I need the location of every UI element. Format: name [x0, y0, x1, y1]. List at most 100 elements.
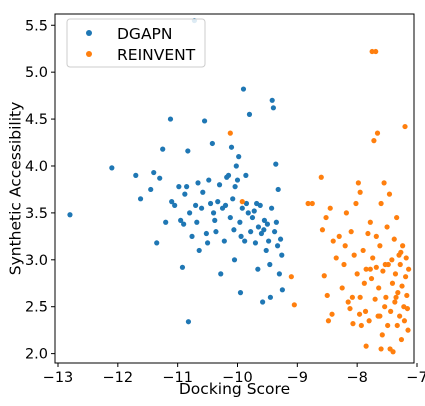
point-reinvent-72 — [397, 313, 403, 319]
point-reinvent-82 — [404, 292, 410, 299]
point-dgapn-94 — [279, 287, 285, 293]
point-dgapn-48 — [228, 144, 235, 150]
point-reinvent-27 — [354, 271, 360, 277]
point-reinvent-19 — [342, 243, 348, 249]
point-dgapn-90 — [275, 186, 281, 193]
legend-label-reinvent: REINVENT — [117, 46, 196, 64]
point-dgapn-66 — [248, 229, 254, 235]
point-reinvent-81 — [403, 255, 409, 261]
point-reinvent-35 — [363, 266, 369, 272]
point-dgapn-19 — [185, 148, 191, 154]
point-dgapn-44 — [222, 202, 229, 208]
point-reinvent-5 — [309, 200, 315, 207]
point-reinvent-39 — [368, 275, 375, 282]
point-dgapn-1 — [109, 165, 115, 171]
point-reinvent-93 — [382, 261, 388, 268]
point-dgapn-71 — [255, 266, 261, 272]
point-dgapn-18 — [184, 184, 190, 190]
point-reinvent-15 — [333, 255, 339, 261]
legend-label-dgapn: DGAPN — [117, 25, 173, 43]
point-reinvent-30 — [357, 189, 363, 195]
point-dgapn-73 — [257, 202, 263, 208]
point-dgapn-2 — [133, 172, 139, 178]
point-dgapn-14 — [178, 217, 184, 223]
point-reinvent-40 — [369, 48, 375, 55]
point-reinvent-68 — [394, 214, 400, 221]
point-dgapn-12 — [172, 202, 178, 208]
point-dgapn-6 — [154, 240, 160, 246]
point-dgapn-83 — [269, 205, 275, 211]
point-dgapn-28 — [198, 205, 205, 211]
point-reinvent-64 — [390, 349, 396, 355]
x-axis-label: Docking Score — [179, 380, 290, 398]
point-dgapn-88 — [273, 219, 279, 225]
point-dgapn-22 — [189, 233, 195, 239]
point-reinvent-34 — [362, 308, 369, 314]
x-tick-label: −8 — [346, 370, 367, 386]
point-reinvent-75 — [399, 283, 405, 289]
point-reinvent-95 — [398, 249, 404, 255]
point-dgapn-52 — [232, 184, 238, 190]
x-tick-label: −12 — [103, 370, 134, 386]
legend-box — [66, 18, 206, 68]
point-reinvent-0 — [227, 130, 233, 136]
point-dgapn-21 — [187, 210, 193, 216]
y-tick-label: 3.0 — [25, 253, 48, 269]
point-reinvent-70 — [395, 290, 401, 296]
point-dgapn-30 — [201, 118, 208, 124]
point-dgapn-59 — [239, 205, 245, 211]
point-reinvent-73 — [397, 261, 403, 268]
point-reinvent-22 — [347, 305, 353, 312]
point-reinvent-86 — [363, 343, 369, 349]
point-dgapn-68 — [251, 208, 257, 214]
point-dgapn-49 — [230, 196, 236, 202]
point-dgapn-10 — [167, 116, 174, 122]
point-reinvent-31 — [358, 322, 364, 329]
point-reinvent-56 — [384, 224, 390, 230]
point-reinvent-3 — [291, 302, 297, 308]
point-reinvent-36 — [365, 230, 371, 237]
point-dgapn-8 — [160, 146, 166, 152]
point-reinvent-4 — [305, 200, 311, 207]
point-reinvent-42 — [371, 138, 377, 144]
point-dgapn-20 — [185, 319, 192, 325]
point-reinvent-49 — [377, 243, 383, 249]
point-dgapn-85 — [270, 105, 276, 111]
point-dgapn-55 — [236, 154, 242, 160]
point-reinvent-79 — [402, 123, 408, 130]
point-dgapn-31 — [203, 230, 209, 237]
point-reinvent-50 — [378, 200, 384, 207]
point-reinvent-20 — [343, 210, 349, 216]
point-dgapn-9 — [163, 219, 169, 225]
point-dgapn-57 — [237, 290, 244, 296]
point-dgapn-47 — [227, 214, 233, 221]
y-tick-label: 4.0 — [25, 159, 48, 175]
point-dgapn-15 — [179, 264, 186, 270]
point-reinvent-67 — [392, 271, 399, 277]
point-reinvent-11 — [325, 318, 332, 324]
point-reinvent-57 — [385, 322, 391, 329]
point-dgapn-13 — [176, 184, 182, 190]
point-reinvent-10 — [324, 292, 330, 299]
point-dgapn-89 — [274, 243, 281, 249]
point-reinvent-59 — [386, 191, 393, 197]
point-dgapn-34 — [207, 200, 214, 207]
point-dgapn-54 — [234, 177, 241, 183]
point-reinvent-63 — [389, 280, 396, 286]
point-reinvent-12 — [327, 205, 333, 211]
point-dgapn-62 — [243, 172, 249, 178]
point-reinvent-33 — [361, 280, 367, 286]
point-reinvent-38 — [367, 219, 373, 225]
point-dgapn-77 — [261, 217, 268, 223]
point-reinvent-74 — [398, 336, 405, 343]
point-dgapn-5 — [151, 169, 157, 176]
point-reinvent-90 — [377, 313, 383, 319]
point-dgapn-36 — [210, 210, 217, 216]
point-dgapn-65 — [246, 111, 253, 117]
point-dgapn-25 — [194, 219, 200, 225]
point-reinvent-13 — [329, 311, 335, 317]
point-dgapn-39 — [215, 199, 221, 205]
point-dgapn-24 — [193, 202, 199, 208]
